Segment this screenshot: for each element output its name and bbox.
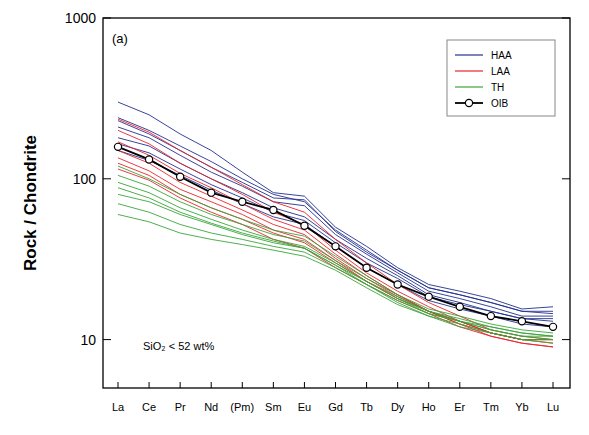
y-axis-label: Rock / Chondrite <box>21 135 40 271</box>
series-marker <box>363 264 370 271</box>
legend-swatch <box>455 54 483 55</box>
series-line <box>118 182 553 336</box>
annotation: SiO₂ < 52 wt% <box>143 340 214 352</box>
y-tick <box>103 339 111 340</box>
x-tick <box>521 382 522 388</box>
x-tick-label: (Pm) <box>230 401 254 413</box>
x-tick <box>428 382 429 388</box>
x-tick <box>397 382 398 388</box>
series-line <box>118 142 553 347</box>
legend-label: HAA <box>491 50 512 61</box>
y-tick-label: 100 <box>73 171 97 187</box>
x-tick <box>242 382 243 388</box>
x-tick <box>149 382 150 388</box>
series-marker <box>239 198 246 205</box>
x-tick-label: Lu <box>547 401 559 413</box>
legend-label: LAA <box>491 66 510 77</box>
plot-area <box>114 102 556 347</box>
series-line <box>118 118 553 312</box>
series-line <box>118 163 553 339</box>
x-tick-label: Yb <box>515 401 528 413</box>
legend-box <box>447 40 555 116</box>
x-tick-label: Gd <box>328 401 343 413</box>
x-tick-label: Ho <box>422 401 436 413</box>
series-line <box>118 175 553 336</box>
y-tick-label: 1000 <box>65 10 96 26</box>
series-line <box>118 121 553 314</box>
x-tick <box>180 382 181 388</box>
series-marker <box>487 312 494 319</box>
series-line <box>118 144 553 321</box>
legend-marker <box>465 99 472 106</box>
series-line <box>118 214 553 343</box>
series-marker <box>518 318 525 325</box>
series-line <box>118 188 553 336</box>
x-tick-label: Pr <box>175 401 186 413</box>
series-marker <box>208 189 215 196</box>
series-marker <box>425 293 432 300</box>
x-tick <box>490 382 491 388</box>
x-tick-label: Tm <box>483 401 499 413</box>
x-tick-label: Sm <box>265 401 282 413</box>
series-marker <box>332 243 339 250</box>
series-line <box>118 147 553 327</box>
series-line <box>118 119 553 339</box>
x-tick <box>273 382 274 388</box>
x-tick-label: Dy <box>391 401 405 413</box>
plot-frame <box>103 18 570 388</box>
panel-label: (a) <box>112 31 128 46</box>
x-tick-label: Nd <box>204 401 218 413</box>
series-line <box>118 204 553 340</box>
x-tick-label: Eu <box>298 401 311 413</box>
y-tick <box>562 339 570 340</box>
chart: 10 100 1000 La Ce Pr Nd (Pm) Sm Eu Gd Tb Dy Ho Er Tm Yb L… <box>0 0 589 435</box>
series-marker <box>177 173 184 180</box>
series-marker <box>301 222 308 229</box>
y-tick <box>103 178 111 179</box>
series-marker <box>394 281 401 288</box>
legend-swatch <box>455 86 483 87</box>
legend-label: OIB <box>491 98 509 109</box>
y-tick-label: 10 <box>80 332 96 348</box>
series-line <box>118 130 553 343</box>
x-tick-label: Ce <box>142 401 156 413</box>
legend-swatch <box>455 70 483 71</box>
series-line <box>118 102 553 309</box>
series-line <box>118 150 553 339</box>
series-line <box>118 158 553 340</box>
series-line <box>118 127 553 316</box>
series-marker <box>114 143 121 150</box>
x-tick <box>118 382 119 388</box>
series-line <box>118 150 553 326</box>
series-marker <box>270 206 277 213</box>
legend-label: TH <box>491 82 504 93</box>
x-tick <box>304 382 305 388</box>
series-line <box>118 166 553 333</box>
series-marker <box>145 156 152 163</box>
y-tick <box>562 178 570 179</box>
x-tick-label: Tb <box>360 401 373 413</box>
x-tick-label: La <box>112 401 125 413</box>
series-line <box>118 194 553 339</box>
series-marker <box>549 323 556 330</box>
x-tick <box>553 382 554 388</box>
x-tick <box>366 382 367 388</box>
x-tick <box>459 382 460 388</box>
x-tick <box>211 382 212 388</box>
x-tick-label: Er <box>454 401 465 413</box>
x-tick <box>335 382 336 388</box>
series-marker <box>456 303 463 310</box>
